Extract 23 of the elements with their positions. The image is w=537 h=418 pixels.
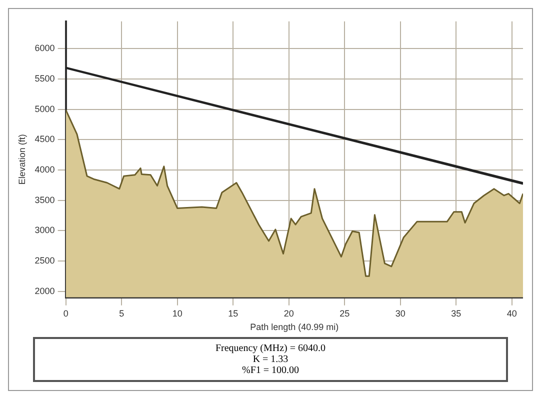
y-tick-label: 5500 — [34, 74, 55, 84]
x-tick-label: 30 — [395, 308, 406, 318]
x-tick-label: 40 — [506, 308, 517, 318]
x-axis-title: Path length (40.99 mi) — [250, 322, 339, 332]
x-tick-label: 15 — [228, 308, 238, 318]
y-tick-label: 2500 — [34, 255, 55, 266]
x-tick-label: 0 — [63, 308, 68, 318]
x-tick-label: 25 — [340, 308, 350, 318]
y-tick-label: 6000 — [34, 43, 55, 54]
y-tick-label: 5000 — [34, 104, 55, 114]
y-axis-title: Elevation (ft) — [16, 134, 27, 185]
y-tick-label: 3000 — [34, 225, 55, 236]
y-tick-label: 2000 — [34, 286, 55, 296]
y-tick-label: 3500 — [34, 194, 55, 205]
text: %F1 = 100.00 — [240, 365, 300, 376]
x-tick-label: 20 — [284, 308, 294, 318]
x-tick-label: 35 — [451, 308, 462, 318]
x-tick-label: 5 — [119, 308, 124, 318]
x-tick-label: 10 — [172, 308, 182, 318]
text: K = 1.33 — [252, 354, 290, 365]
y-tick-label: 4500 — [34, 134, 55, 144]
text: Frequency (MHz) = 6040.0 — [214, 343, 327, 354]
y-tick-label: 4000 — [34, 164, 55, 174]
